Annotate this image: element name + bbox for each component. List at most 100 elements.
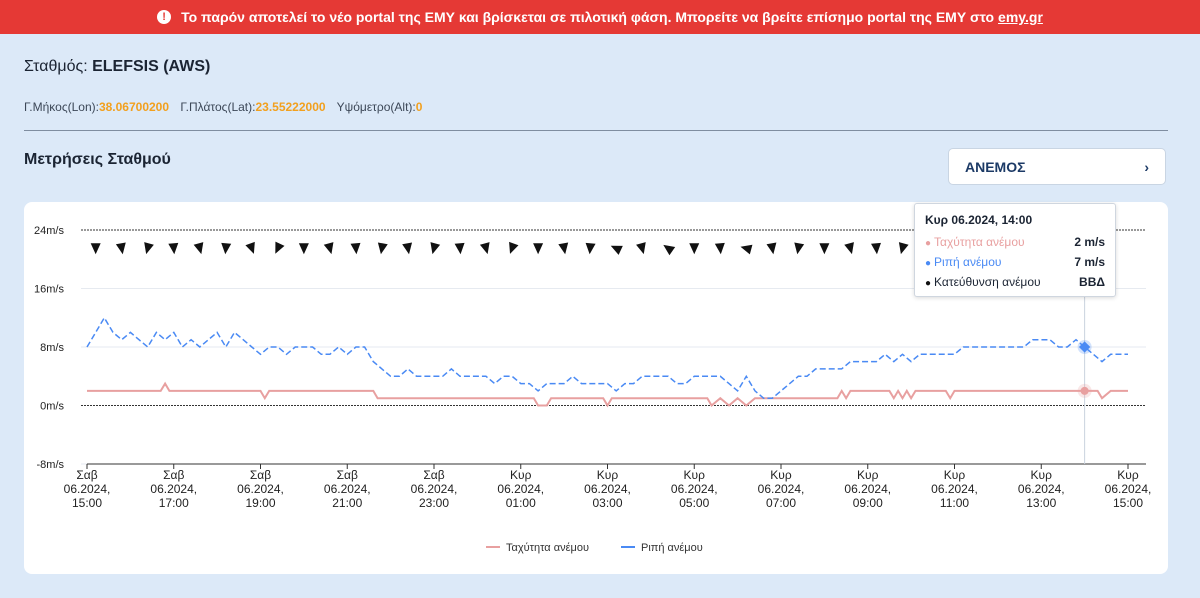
wind-direction-arrow bbox=[689, 243, 700, 255]
x-tick-label: Σαβ bbox=[337, 468, 358, 482]
x-tick-label: 06.2024, bbox=[150, 482, 197, 496]
x-tick-label: Κυρ bbox=[1117, 468, 1139, 482]
alt-label: Υψόμετρο(Alt): bbox=[336, 100, 416, 114]
tooltip-value: 2 m/s bbox=[1074, 235, 1105, 249]
lon-value: 38.06700200 bbox=[98, 100, 170, 114]
tooltip-value: ΒΒΔ bbox=[1079, 275, 1105, 289]
x-tick-label: Κυρ bbox=[857, 468, 879, 482]
x-tick-label: 15:00 bbox=[1113, 496, 1143, 510]
legend-label: Ριπή ανέμου bbox=[641, 542, 703, 554]
wind-direction-arrow bbox=[144, 242, 154, 255]
tooltip-row: ● Ταχύτητα ανέμου 2 m/s bbox=[925, 235, 1105, 255]
x-tick-label: 05:00 bbox=[679, 496, 709, 510]
wind-direction-arrow bbox=[794, 242, 805, 255]
tooltip-label: Ταχύτητα ανέμου bbox=[934, 235, 1025, 249]
x-tick-label: 17:00 bbox=[159, 496, 189, 510]
lat-label: Γ.Πλάτος(Lat): bbox=[180, 100, 256, 114]
wind-direction-arrow bbox=[844, 242, 854, 255]
lon-label: Γ.Μήκος(Lon): bbox=[24, 100, 99, 114]
wind-direction-arrow bbox=[819, 243, 830, 255]
wind-direction-arrow bbox=[898, 242, 909, 255]
y-tick-label: -8m/s bbox=[37, 459, 65, 471]
measurement-type-dropdown[interactable]: ΑΝΕΜΟΣ › bbox=[948, 148, 1166, 185]
chevron-right-icon: › bbox=[1144, 158, 1149, 175]
alert-icon: ! bbox=[157, 10, 172, 24]
x-tick-label: Κυρ bbox=[597, 468, 619, 482]
x-tick-label: 06.2024, bbox=[931, 482, 978, 496]
x-tick-label: Σαβ bbox=[76, 468, 97, 482]
tooltip-label: Κατεύθυνση ανέμου bbox=[934, 275, 1041, 289]
emy-link[interactable]: emy.gr bbox=[998, 9, 1043, 25]
wind-direction-arrow bbox=[871, 242, 881, 255]
x-tick-label: 06.2024, bbox=[584, 482, 631, 496]
wind-direction-arrow bbox=[479, 242, 490, 255]
wind-direction-arrow bbox=[275, 241, 285, 254]
x-tick-label: 06.2024, bbox=[758, 482, 805, 496]
gust-cursor-point bbox=[1078, 341, 1091, 353]
y-tick-label: 0m/s bbox=[40, 401, 64, 413]
wind-direction-arrow bbox=[168, 242, 179, 255]
x-tick-label: 06.2024, bbox=[671, 482, 718, 496]
x-tick-label: 06.2024, bbox=[1105, 482, 1152, 496]
speed-cursor-point bbox=[1080, 386, 1089, 395]
wind-direction-arrow bbox=[663, 244, 676, 256]
x-tick-label: 23:00 bbox=[419, 496, 449, 510]
tooltip-value: 7 m/s bbox=[1074, 255, 1105, 269]
x-tick-label: Κυρ bbox=[510, 468, 532, 482]
wind-direction-arrow bbox=[558, 242, 569, 255]
wind-direction-arrow bbox=[533, 243, 544, 255]
x-tick-label: 06.2024, bbox=[64, 482, 111, 496]
wind-direction-arrow bbox=[430, 242, 441, 255]
lat-value: 23.55222000 bbox=[255, 100, 326, 114]
x-tick-label: Κυρ bbox=[684, 468, 706, 482]
x-tick-label: 03:00 bbox=[592, 496, 622, 510]
dropdown-selected: ΑΝΕΜΟΣ bbox=[965, 158, 1026, 175]
x-tick-label: Σαβ bbox=[163, 468, 184, 482]
wind-direction-arrow bbox=[221, 242, 232, 255]
x-tick-label: 06.2024, bbox=[1018, 482, 1065, 496]
speed-series-line bbox=[87, 381, 1128, 408]
wind-direction-arrow bbox=[323, 242, 334, 255]
direction-dot-icon: ● bbox=[925, 278, 932, 289]
y-tick-label: 24m/s bbox=[34, 225, 64, 237]
wind-direction-arrow bbox=[115, 242, 126, 255]
x-tick-label: 06.2024, bbox=[237, 482, 284, 496]
wind-direction-arrow bbox=[585, 242, 596, 255]
wind-direction-arrow bbox=[402, 242, 413, 255]
x-tick-label: Σαβ bbox=[423, 468, 444, 482]
tooltip-title: Κυρ 06.2024, 14:00 bbox=[925, 213, 1033, 227]
x-tick-label: 06.2024, bbox=[497, 482, 544, 496]
legend-label: Ταχύτητα ανέμου bbox=[506, 542, 589, 554]
y-tick-label: 8m/s bbox=[40, 342, 64, 354]
speed-dot-icon: ● bbox=[925, 238, 932, 249]
x-tick-label: 21:00 bbox=[332, 496, 362, 510]
wind-direction-arrow bbox=[298, 243, 309, 255]
x-tick-label: 06.2024, bbox=[411, 482, 458, 496]
station-label: Σταθμός: bbox=[24, 58, 88, 75]
tooltip-label: Ριπή ανέμου bbox=[934, 255, 1002, 269]
x-tick-label: Κυρ bbox=[944, 468, 966, 482]
chart-tooltip: Κυρ 06.2024, 14:00 ● Ταχύτητα ανέμου 2 m/… bbox=[914, 203, 1116, 297]
x-tick-label: Κυρ bbox=[770, 468, 792, 482]
wind-direction-arrow bbox=[454, 242, 465, 255]
gust-series-line bbox=[86, 316, 1128, 399]
wind-direction-arrow bbox=[90, 243, 101, 255]
station-coords: Γ.Μήκος(Lon):38.06700200 Γ.Πλάτος(Lat):2… bbox=[24, 100, 430, 114]
tooltip-row: ● Κατεύθυνση ανέμου ΒΒΔ bbox=[925, 275, 1105, 295]
wind-direction-arrow bbox=[636, 242, 646, 255]
pilot-banner: ! Το παρόν αποτελεί το νέο portal της ΕΜ… bbox=[0, 0, 1200, 34]
x-tick-label: 09:00 bbox=[853, 496, 883, 510]
gust-dot-icon: ● bbox=[925, 258, 932, 269]
wind-direction-arrow bbox=[377, 242, 388, 255]
station-title: Σταθμός: ELEFSIS (AWS) bbox=[24, 58, 210, 76]
x-tick-label: 13:00 bbox=[1026, 496, 1056, 510]
wind-direction-arrow bbox=[714, 242, 725, 255]
banner-text: Το παρόν αποτελεί το νέο portal της ΕΜΥ … bbox=[181, 9, 995, 25]
x-tick-label: Κυρ bbox=[1031, 468, 1053, 482]
wind-direction-arrow bbox=[193, 242, 204, 255]
x-tick-label: 01:00 bbox=[506, 496, 536, 510]
x-tick-label: 19:00 bbox=[245, 496, 275, 510]
wind-direction-arrow bbox=[740, 244, 753, 255]
wind-direction-arrow bbox=[245, 241, 255, 254]
x-tick-label: 11:00 bbox=[940, 496, 969, 510]
